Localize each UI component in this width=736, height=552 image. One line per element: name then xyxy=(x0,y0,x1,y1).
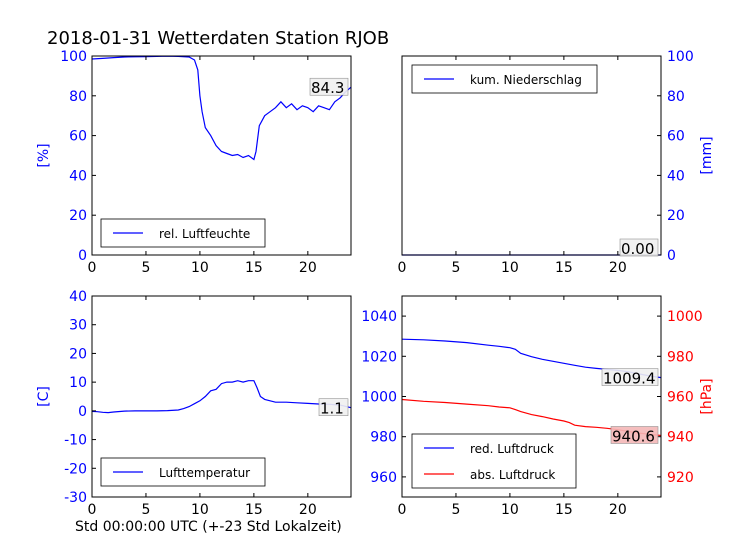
y-tick-label: 40 xyxy=(69,168,87,184)
y-tick-label: 20 xyxy=(69,346,87,362)
legend: rel. Luftfeuchte xyxy=(100,218,266,248)
y-axis-label: [%] xyxy=(36,143,52,167)
last-value-label: 1.1 xyxy=(320,400,344,418)
legend-label: kum. Niederschlag xyxy=(470,73,582,87)
y-tick-label: -30 xyxy=(64,490,87,506)
legend-label: abs. Luftdruck xyxy=(470,468,555,482)
y-tick-label: 1020 xyxy=(361,349,397,365)
series-line-rel-luftfeuchte xyxy=(91,55,352,161)
axes-frame xyxy=(91,55,352,256)
y-tick-label: 10 xyxy=(69,375,87,391)
y-tick-label: 980 xyxy=(667,349,694,365)
last-value-label: 84.3 xyxy=(311,79,344,97)
legend: kum. Niederschlag xyxy=(411,64,598,94)
value-label-box xyxy=(601,368,659,386)
x-tick-label: 0 xyxy=(398,260,407,276)
x-tick-label: 15 xyxy=(245,260,263,276)
y-tick-label: 100 xyxy=(60,49,87,65)
y-tick-label: 100 xyxy=(667,49,694,65)
value-label-box xyxy=(619,238,659,257)
y-tick-label: 60 xyxy=(69,129,87,145)
legend-label: red. Luftdruck xyxy=(470,442,554,456)
y-tick-label: 20 xyxy=(69,208,87,224)
y-tick-label: 30 xyxy=(69,318,87,334)
y-tick-label: 80 xyxy=(667,89,685,105)
x-tick-label: 15 xyxy=(555,502,573,518)
legend-box xyxy=(411,433,577,489)
last-value-label: 0.00 xyxy=(621,240,654,258)
x-tick-label: 10 xyxy=(191,260,209,276)
figure-title: 2018-01-31 Wetterdaten Station RJOB xyxy=(47,28,389,49)
y-tick-label: 1040 xyxy=(361,309,397,325)
chart-panel-top-right: 0 5 10 15 20 0 20 40 60 80 100 [mm] kum. Niederschla… xyxy=(398,49,715,276)
y-tick-label: 940 xyxy=(667,430,694,446)
y-tick-label: 0 xyxy=(78,248,87,264)
last-value-label: 1009.4 xyxy=(603,370,656,388)
x-tick-label: 10 xyxy=(191,502,209,518)
x-tick-label: 5 xyxy=(141,260,150,276)
y-tick-label: -10 xyxy=(64,433,87,449)
legend: red. Luftdruck abs. Luftdruck xyxy=(411,433,577,489)
x-tick-label: 20 xyxy=(609,260,627,276)
x-tick-label: 15 xyxy=(245,502,263,518)
y-tick-label: 1000 xyxy=(667,309,703,325)
y-tick-label: 960 xyxy=(667,390,694,406)
legend-label: Lufttemperatur xyxy=(159,466,250,480)
chart-panel-top-left: 0 5 10 15 20 0 20 40 60 80 100 [%] rel. Luftfeuchte 8… xyxy=(36,49,352,276)
x-tick-label: 0 xyxy=(88,260,97,276)
y-tick-label: 920 xyxy=(667,470,694,486)
y-tick-label: 980 xyxy=(370,430,397,446)
x-tick-label: 20 xyxy=(609,502,627,518)
y-tick-label: 80 xyxy=(69,89,87,105)
x-tick-label: 10 xyxy=(501,260,519,276)
y-tick-label: 0 xyxy=(667,248,676,264)
x-tick-label: 20 xyxy=(299,260,317,276)
value-label-box xyxy=(610,426,659,444)
x-tick-label: 0 xyxy=(88,502,97,518)
y-tick-label: 40 xyxy=(667,168,685,184)
x-tick-label: 15 xyxy=(555,260,573,276)
y-tick-label: 60 xyxy=(667,129,685,145)
x-tick-label: 5 xyxy=(451,260,460,276)
y-tick-label: 40 xyxy=(69,289,87,305)
y-tick-label: 20 xyxy=(667,208,685,224)
y-tick-label: -20 xyxy=(64,461,87,477)
x-tick-label: 5 xyxy=(141,502,150,518)
x-tick-label: 10 xyxy=(501,502,519,518)
y-axis-label: [C] xyxy=(36,386,52,407)
legend-label: rel. Luftfeuchte xyxy=(159,227,250,241)
last-value-label: 940.6 xyxy=(612,427,655,445)
legend: Lufttemperatur xyxy=(100,457,266,487)
axes-frame xyxy=(401,55,662,256)
y-tick-label: 1000 xyxy=(361,390,397,406)
y-axis-label: [mm] xyxy=(699,136,715,174)
y-axis-label: [hPa] xyxy=(699,378,715,414)
x-tick-label: 0 xyxy=(398,502,407,518)
chart-panel-bottom-right: 0 5 10 15 20 960 980 1000 1020 1040 920 940 960 980 10… xyxy=(361,295,715,518)
axes-frame xyxy=(91,295,352,498)
x-axis-caption: Std 00:00:00 UTC (+-23 Std Lokalzeit) xyxy=(75,519,342,535)
series-line-lufttemperatur xyxy=(91,380,352,414)
x-tick-label: 20 xyxy=(299,502,317,518)
y-tick-label: 960 xyxy=(370,470,397,486)
value-label-box xyxy=(318,398,349,416)
chart-panel-bottom-left: 0 5 10 15 20 -30 -20 -10 0 10 20 30 40 [C] Lufttempera… xyxy=(36,289,352,518)
x-tick-label: 5 xyxy=(451,502,460,518)
value-label-box xyxy=(309,77,349,96)
y-tick-label: 0 xyxy=(78,404,87,420)
